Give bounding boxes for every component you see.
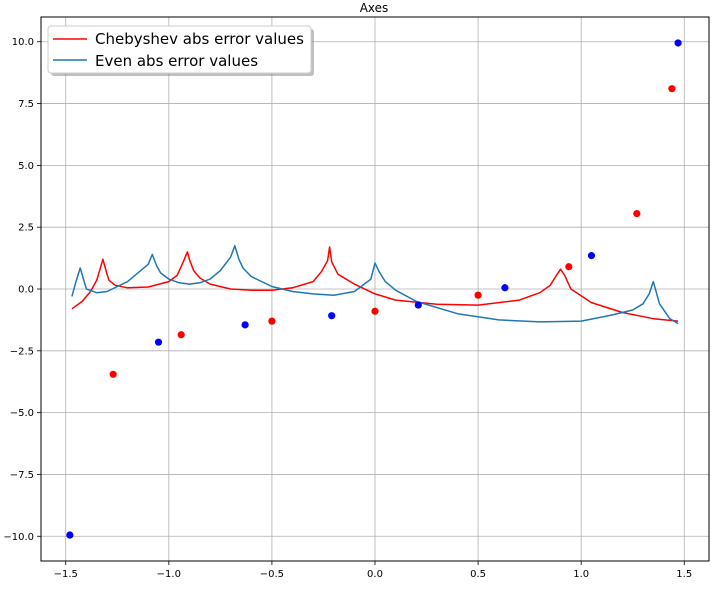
scatter-point-2 [177, 331, 185, 339]
scatter-point-2 [109, 370, 117, 378]
plot-series [66, 39, 682, 539]
scatter-point-3 [414, 301, 422, 309]
y-tick-label: 5.0 [18, 161, 34, 172]
scatter-point-3 [154, 338, 163, 346]
x-tick-label: 1.0 [573, 569, 589, 580]
scatter-point-2 [668, 85, 676, 93]
legend: Chebyshev abs error values Even abs erro… [47, 25, 314, 76]
grid [41, 17, 709, 561]
y-tick-label: 7.5 [18, 99, 34, 110]
x-tick-label: 0.5 [470, 569, 486, 580]
series-line-0 [71, 246, 679, 322]
legend-label-even: Even abs error values [95, 52, 258, 70]
y-tick-label: −2.5 [10, 346, 34, 357]
scatter-point-2 [633, 209, 641, 218]
x-tick-label: −1.5 [54, 569, 78, 580]
y-tick-label: 10.0 [12, 37, 34, 48]
chart-title: Axes [360, 1, 389, 15]
x-tick-label: −0.5 [260, 569, 284, 580]
scatter-point-3 [587, 252, 596, 260]
axis-ticks: −1.5 −1.0 −0.5 0.0 0.5 1.0 1.5 −10.0 −7.5 −5.0 −2.… [3, 37, 692, 580]
scatter-point-3 [241, 321, 249, 329]
scatter-point-2 [268, 317, 276, 325]
series-line-1 [71, 244, 679, 325]
y-tick-label: 2.5 [18, 223, 34, 234]
scatter-point-2 [371, 307, 379, 315]
y-tick-label: 0.0 [18, 285, 34, 296]
scatter-point-3 [501, 284, 509, 292]
x-tick-label: 1.5 [676, 569, 692, 580]
scatter-point-3 [674, 39, 682, 47]
scatter-point-3 [328, 312, 336, 320]
scatter-point-3 [66, 531, 74, 539]
x-tick-label: 0.0 [367, 569, 383, 580]
legend-label-chebyshev: Chebyshev abs error values [95, 30, 304, 48]
y-tick-label: −10.0 [3, 532, 34, 543]
scatter-point-2 [474, 291, 482, 299]
x-tick-label: −1.0 [157, 569, 181, 580]
scatter-point-2 [565, 263, 573, 271]
y-tick-label: −7.5 [10, 470, 34, 481]
y-tick-label: −5.0 [10, 408, 34, 419]
legend-box [47, 25, 312, 74]
